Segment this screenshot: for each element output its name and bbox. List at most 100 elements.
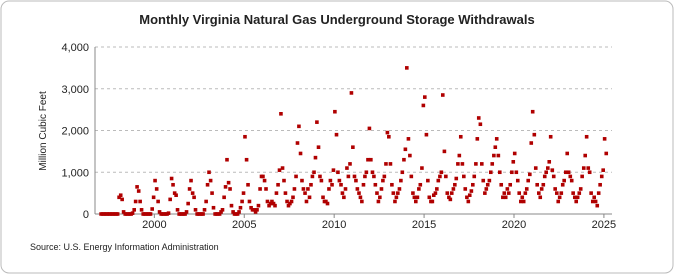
- data-point: [469, 189, 474, 193]
- data-point: [547, 160, 552, 164]
- data-point: [510, 170, 514, 175]
- data-point: [393, 199, 397, 204]
- data-point: [172, 191, 177, 195]
- data-point: [309, 182, 313, 187]
- data-point: [487, 178, 492, 183]
- data-point: [342, 195, 346, 200]
- data-point: [265, 199, 270, 204]
- data-point: [476, 116, 481, 120]
- data-point: [150, 207, 154, 211]
- data-point: [578, 187, 583, 191]
- data-point: [204, 199, 208, 204]
- data-point: [268, 201, 273, 206]
- data-point: [381, 178, 385, 183]
- data-point: [186, 201, 190, 206]
- data-point: [502, 191, 507, 195]
- data-point: [550, 168, 555, 172]
- data-point: [533, 166, 538, 170]
- data-point: [590, 199, 595, 204]
- data-point: [118, 193, 123, 198]
- data-point: [115, 212, 120, 216]
- data-point: [355, 187, 360, 191]
- data-point: [544, 170, 548, 175]
- data-point: [307, 195, 312, 200]
- data-point: [481, 178, 486, 183]
- data-point: [240, 199, 244, 204]
- data-point: [385, 130, 390, 135]
- data-point: [249, 205, 253, 210]
- data-point: [602, 137, 607, 141]
- data-point: [225, 157, 229, 162]
- data-point: [354, 178, 358, 183]
- data-point: [430, 199, 435, 204]
- data-point: [288, 201, 292, 206]
- data-point: [222, 195, 226, 200]
- data-point: [535, 182, 539, 187]
- data-point: [274, 191, 279, 195]
- data-point: [202, 208, 207, 212]
- data-point: [417, 187, 421, 191]
- data-point: [369, 157, 373, 162]
- data-point: [289, 199, 294, 204]
- data-point: [496, 153, 501, 158]
- data-point: [571, 191, 575, 195]
- data-point: [514, 170, 519, 175]
- data-point: [548, 134, 553, 139]
- data-point: [156, 199, 160, 204]
- data-point: [378, 195, 382, 200]
- data-point: [282, 178, 286, 183]
- data-point: [436, 178, 441, 183]
- data-point: [226, 180, 231, 185]
- data-point: [577, 191, 582, 195]
- data-point: [184, 210, 189, 214]
- data-point: [438, 174, 442, 179]
- data-point: [295, 141, 300, 145]
- x-tick-label: 2000: [142, 219, 166, 231]
- data-point: [584, 134, 589, 139]
- data-point: [304, 199, 309, 204]
- data-point: [435, 187, 439, 191]
- data-point: [148, 212, 153, 216]
- data-point: [151, 195, 156, 200]
- data-point: [132, 208, 137, 212]
- data-point: [396, 191, 400, 195]
- data-point: [379, 187, 384, 191]
- data-point: [130, 211, 135, 215]
- data-point: [440, 93, 445, 97]
- data-point: [403, 147, 408, 152]
- data-point: [121, 210, 126, 214]
- data-point: [390, 182, 394, 187]
- data-point: [157, 210, 162, 214]
- data-point: [258, 187, 262, 191]
- data-point: [599, 174, 604, 179]
- data-point: [458, 134, 463, 139]
- data-point: [211, 205, 216, 210]
- data-point: [420, 166, 424, 170]
- data-point: [261, 174, 265, 179]
- data-point: [587, 170, 592, 175]
- data-point: [574, 199, 579, 204]
- data-point: [511, 160, 516, 164]
- data-point: [223, 185, 228, 189]
- data-point: [475, 137, 480, 141]
- data-point: [526, 178, 531, 183]
- data-point: [551, 174, 556, 179]
- data-point: [255, 208, 259, 212]
- data-point: [505, 187, 510, 191]
- data-point: [400, 170, 405, 175]
- data-point: [330, 182, 334, 187]
- data-point: [366, 157, 370, 162]
- data-point: [364, 170, 369, 175]
- data-point: [358, 195, 363, 200]
- data-point: [262, 178, 267, 183]
- data-point: [538, 195, 543, 200]
- data-point: [517, 191, 522, 195]
- data-point: [402, 157, 406, 162]
- data-point: [581, 166, 586, 170]
- data-point: [285, 199, 289, 204]
- data-point: [421, 103, 426, 108]
- data-point: [387, 134, 391, 139]
- data-point: [580, 174, 584, 179]
- data-point: [291, 195, 295, 200]
